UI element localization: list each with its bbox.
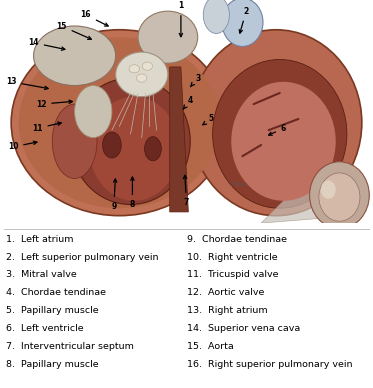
- Ellipse shape: [90, 97, 179, 201]
- Text: F.Nac: F.Nac: [231, 182, 248, 187]
- Ellipse shape: [203, 0, 229, 33]
- Text: 3: 3: [191, 74, 200, 87]
- Text: 9.  Chordae tendinae: 9. Chordae tendinae: [186, 235, 286, 244]
- Text: 2: 2: [239, 7, 249, 33]
- Ellipse shape: [34, 26, 116, 85]
- Text: 4.  Chordae tendinae: 4. Chordae tendinae: [6, 288, 106, 297]
- Text: 12.  Aortic valve: 12. Aortic valve: [186, 288, 264, 297]
- Text: 4: 4: [183, 96, 193, 109]
- Polygon shape: [170, 67, 188, 212]
- Text: 16.  Right superior pulmonary vein: 16. Right superior pulmonary vein: [186, 360, 352, 369]
- Text: 13: 13: [6, 77, 48, 90]
- Text: 8: 8: [130, 177, 135, 209]
- Text: 14.  Superior vena cava: 14. Superior vena cava: [186, 324, 300, 333]
- Text: 13.  Right atrium: 13. Right atrium: [186, 306, 267, 315]
- Text: 1: 1: [178, 1, 184, 37]
- Text: 12: 12: [36, 100, 72, 109]
- Text: 14: 14: [28, 38, 65, 50]
- Ellipse shape: [19, 37, 220, 208]
- Ellipse shape: [75, 85, 112, 138]
- Text: 10.  Right ventricle: 10. Right ventricle: [186, 253, 277, 262]
- Ellipse shape: [145, 137, 162, 161]
- Text: 8.  Papillary muscle: 8. Papillary muscle: [6, 360, 98, 369]
- Text: 5.  Papillary muscle: 5. Papillary muscle: [6, 306, 98, 315]
- Text: 15.  Aorta: 15. Aorta: [186, 342, 233, 351]
- Text: 11: 11: [32, 122, 61, 133]
- Ellipse shape: [138, 11, 198, 63]
- Ellipse shape: [52, 104, 97, 178]
- Ellipse shape: [71, 78, 190, 204]
- Text: 9: 9: [111, 179, 117, 211]
- Text: 5: 5: [203, 114, 213, 125]
- Ellipse shape: [310, 162, 369, 229]
- Text: 3.  Mitral valve: 3. Mitral valve: [6, 270, 76, 279]
- Text: 2.  Left superior pulmonary vein: 2. Left superior pulmonary vein: [6, 253, 158, 262]
- Ellipse shape: [321, 180, 336, 199]
- Text: 10: 10: [8, 141, 37, 151]
- Text: 15: 15: [56, 21, 91, 40]
- Text: 16: 16: [81, 10, 108, 26]
- Text: 11.  Tricuspid valve: 11. Tricuspid valve: [186, 270, 278, 279]
- Ellipse shape: [319, 173, 360, 221]
- Ellipse shape: [213, 59, 347, 208]
- Ellipse shape: [129, 65, 140, 73]
- Text: 7: 7: [184, 175, 189, 207]
- Text: 6.  Left ventricle: 6. Left ventricle: [6, 324, 83, 333]
- Ellipse shape: [142, 62, 153, 70]
- Ellipse shape: [231, 82, 336, 201]
- Ellipse shape: [222, 0, 263, 47]
- Ellipse shape: [116, 52, 168, 97]
- Ellipse shape: [137, 74, 147, 82]
- Text: 7.  Interventricular septum: 7. Interventricular septum: [6, 342, 134, 351]
- Polygon shape: [261, 186, 354, 223]
- Text: 1.  Left atrium: 1. Left atrium: [6, 235, 73, 244]
- Text: 6: 6: [269, 124, 286, 135]
- Ellipse shape: [103, 132, 121, 158]
- Ellipse shape: [190, 30, 362, 216]
- Ellipse shape: [11, 30, 228, 216]
